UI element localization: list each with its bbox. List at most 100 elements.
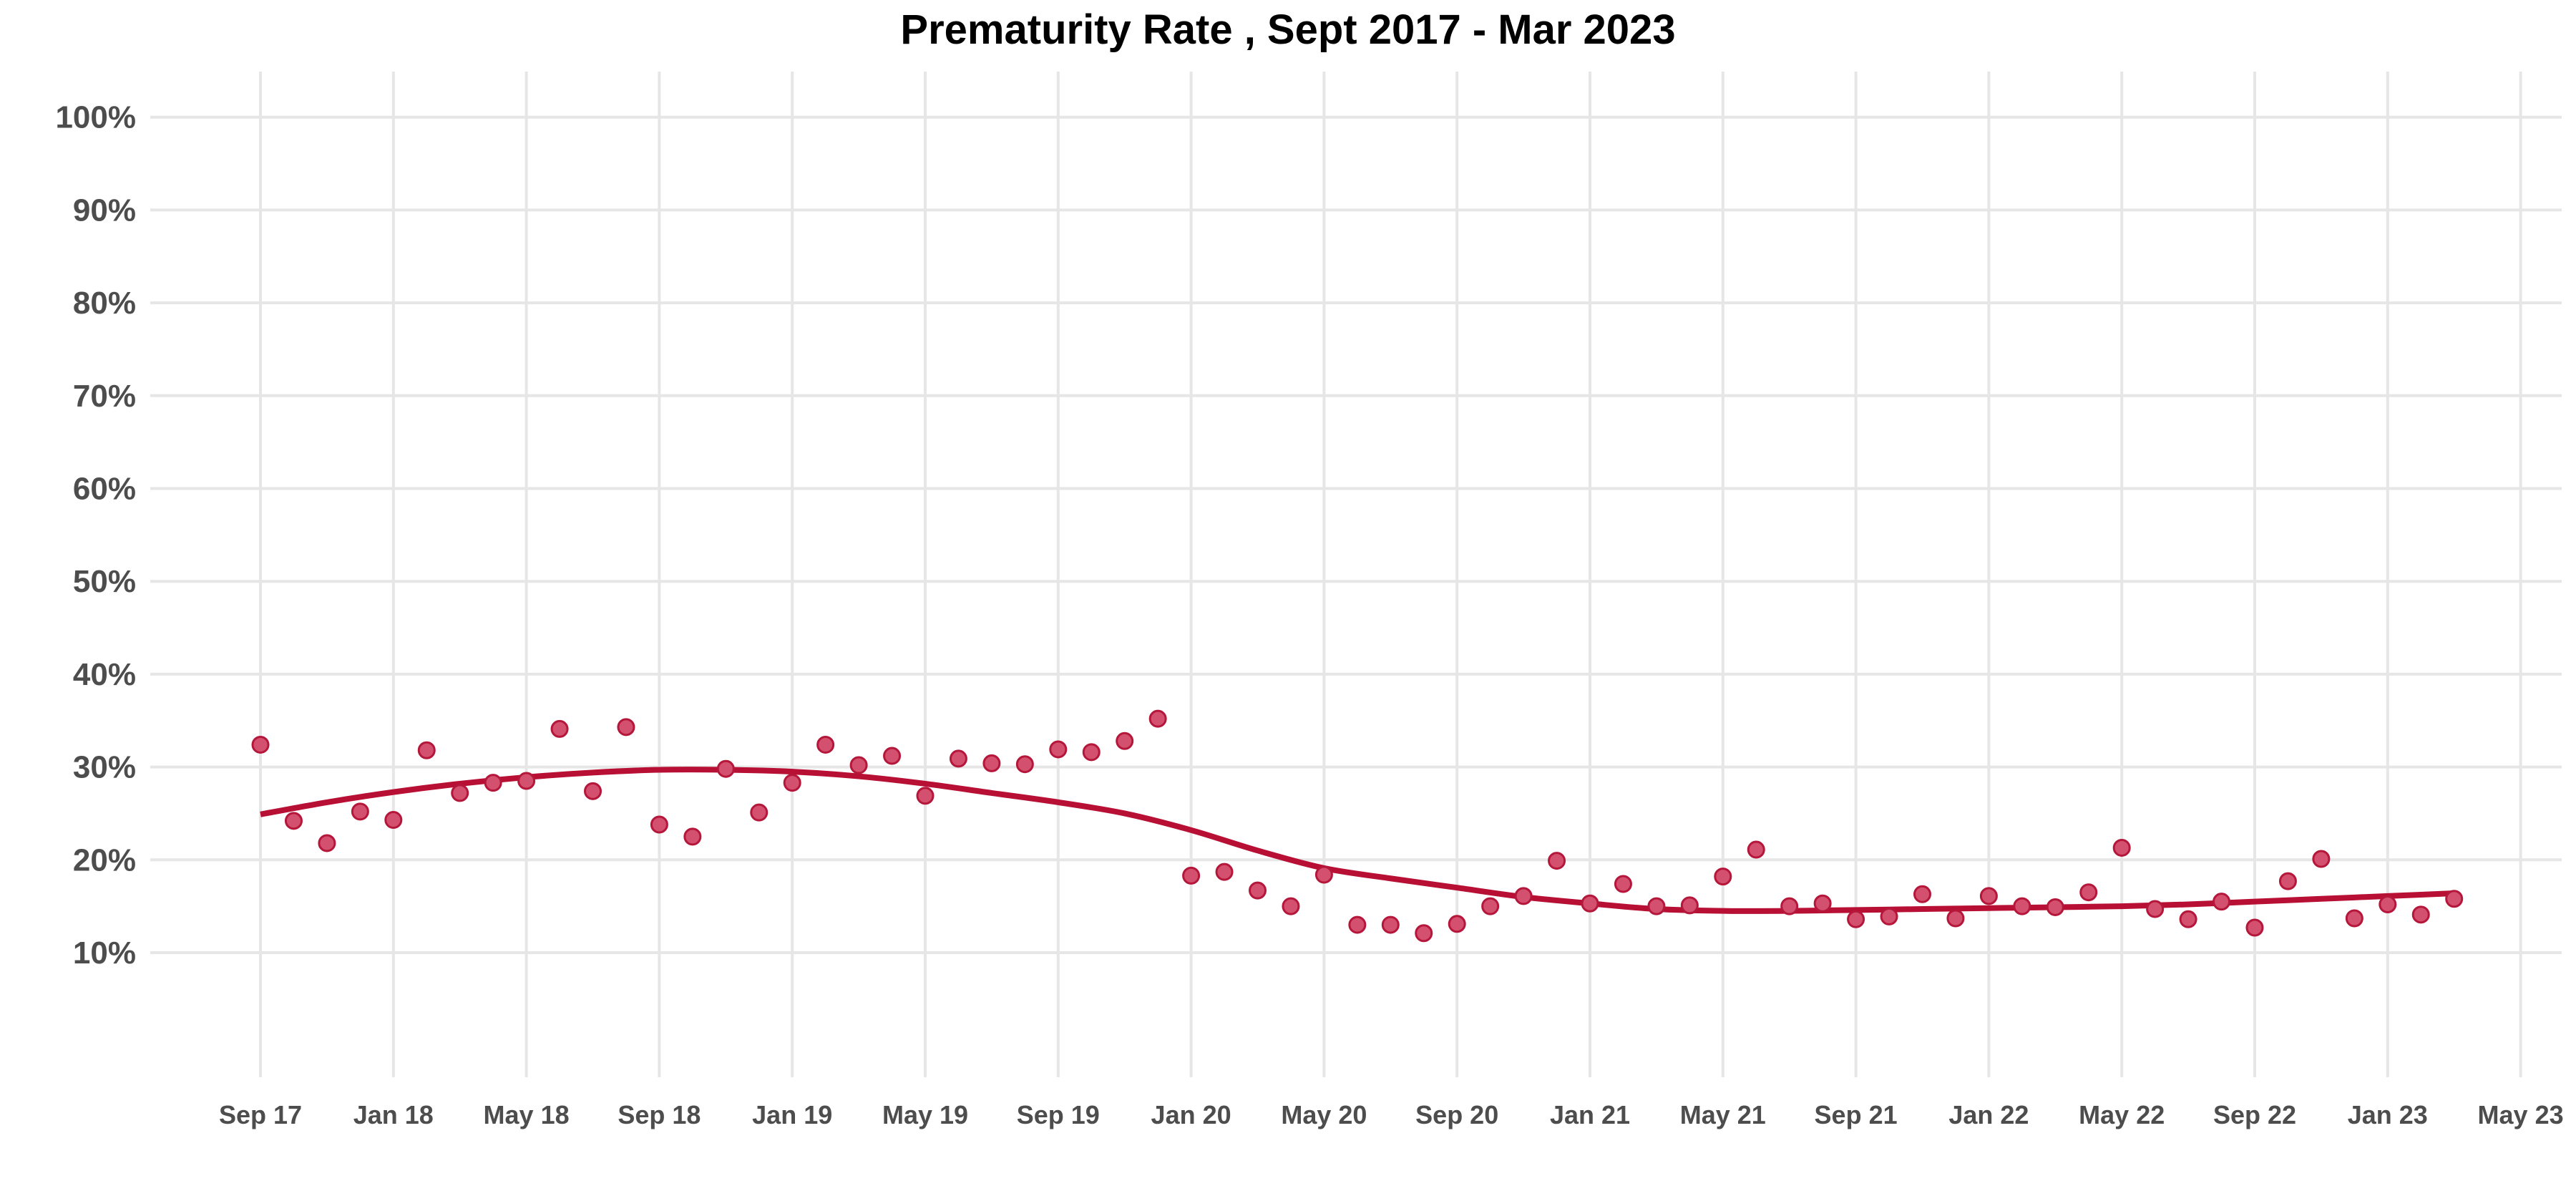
- data-point: [1514, 887, 1533, 905]
- data-point: [1946, 909, 1965, 928]
- y-tick-label: 30%: [73, 750, 136, 785]
- data-point: [849, 756, 868, 774]
- x-tick-label: Jan 21: [1550, 1100, 1630, 1129]
- x-tick-label: Jan 20: [1151, 1100, 1231, 1129]
- data-point: [550, 719, 569, 738]
- data-points: [251, 709, 2464, 943]
- data-point: [251, 735, 270, 754]
- data-point: [1282, 897, 1300, 915]
- data-point: [683, 827, 702, 846]
- data-point: [2046, 898, 2064, 916]
- data-point: [1314, 865, 1333, 884]
- y-tick-label: 90%: [73, 193, 136, 228]
- data-point: [2013, 897, 2031, 915]
- data-point: [417, 741, 436, 759]
- data-point: [2245, 918, 2264, 937]
- data-point: [1647, 897, 1666, 915]
- y-tick-label: 20%: [73, 842, 136, 878]
- y-tick-label: 100%: [55, 100, 136, 135]
- data-point: [1481, 897, 1500, 915]
- y-tick-label: 70%: [73, 379, 136, 414]
- data-point: [517, 772, 536, 790]
- data-point: [1913, 885, 1931, 903]
- data-point: [1714, 867, 1732, 886]
- data-point: [1015, 755, 1034, 774]
- data-point: [2445, 890, 2464, 908]
- x-tick-label: Sep 18: [618, 1100, 701, 1129]
- data-point: [750, 803, 769, 822]
- data-point: [883, 747, 902, 765]
- data-point: [1381, 915, 1400, 934]
- y-tick-label: 60%: [73, 472, 136, 507]
- data-point: [484, 774, 502, 792]
- data-point: [318, 834, 336, 852]
- data-point: [1614, 875, 1632, 893]
- data-point: [716, 759, 735, 778]
- data-point: [617, 718, 635, 737]
- data-point: [1415, 924, 1433, 943]
- data-point: [1249, 881, 1267, 900]
- data-point: [1581, 894, 1599, 913]
- y-tick-label: 50%: [73, 564, 136, 599]
- data-point: [1215, 862, 1234, 881]
- data-point: [2212, 893, 2231, 911]
- data-point: [816, 735, 835, 754]
- y-tick-label: 40%: [73, 657, 136, 692]
- data-point: [949, 749, 967, 768]
- y-tick-label: 80%: [73, 286, 136, 321]
- data-point: [982, 754, 1001, 772]
- x-tick-label: Sep 19: [1017, 1100, 1100, 1129]
- data-point: [1182, 866, 1201, 885]
- data-point: [783, 774, 801, 792]
- x-tick-label: May 23: [2478, 1100, 2564, 1129]
- data-point: [1116, 732, 1134, 750]
- x-tick-label: May 20: [1281, 1100, 1367, 1129]
- data-point: [1847, 910, 1865, 928]
- data-point: [650, 815, 668, 834]
- data-point: [2112, 838, 2131, 857]
- data-point: [1448, 915, 1466, 933]
- data-point: [2278, 872, 2297, 890]
- data-point: [1680, 896, 1699, 915]
- x-tick-label: Sep 21: [1815, 1100, 1898, 1129]
- y-tick-label: 10%: [73, 935, 136, 971]
- data-point: [384, 811, 403, 830]
- data-point: [451, 784, 469, 802]
- data-point: [284, 812, 303, 830]
- x-tick-label: May 21: [1680, 1100, 1766, 1129]
- data-point: [1348, 915, 1367, 934]
- data-point: [1548, 852, 1566, 870]
- data-point: [1813, 894, 1832, 913]
- x-tick-label: May 19: [882, 1100, 968, 1129]
- data-point: [1747, 840, 1765, 859]
- data-point: [1049, 740, 1068, 759]
- data-point: [2411, 905, 2430, 924]
- x-tick-label: Jan 18: [353, 1100, 434, 1129]
- x-tick-label: Sep 22: [2213, 1100, 2296, 1129]
- x-tick-label: May 18: [484, 1100, 570, 1129]
- data-point: [2179, 910, 2197, 928]
- x-tick-label: Jan 22: [1948, 1100, 2029, 1129]
- x-tick-label: Jan 23: [2348, 1100, 2428, 1129]
- data-point: [1880, 907, 1898, 925]
- chart-title: Prematurity Rate , Sept 2017 - Mar 2023: [900, 6, 1676, 53]
- data-point: [2379, 895, 2397, 914]
- data-point: [2146, 900, 2165, 918]
- data-point: [1780, 897, 1799, 915]
- data-point: [2312, 850, 2331, 868]
- x-tick-label: Sep 20: [1415, 1100, 1498, 1129]
- grid-lines: [150, 72, 2562, 1077]
- trend-line: [260, 767, 2454, 914]
- x-axis-ticks: Sep 17 Jan 18 May 18 Sep 18 Jan 19 May 19 Sep …: [219, 1100, 2564, 1129]
- data-point: [1082, 743, 1101, 762]
- data-point: [351, 802, 369, 821]
- y-axis-ticks: 10% 20% 30% 40% 50% 60% 70% 80% 90% 100%: [55, 100, 136, 971]
- data-point: [1148, 709, 1167, 728]
- x-tick-label: Jan 19: [752, 1100, 832, 1129]
- x-tick-label: May 22: [2079, 1100, 2165, 1129]
- data-point: [584, 782, 602, 800]
- data-point: [1979, 887, 1998, 905]
- data-point: [2345, 909, 2363, 928]
- x-tick-label: Sep 17: [219, 1100, 302, 1129]
